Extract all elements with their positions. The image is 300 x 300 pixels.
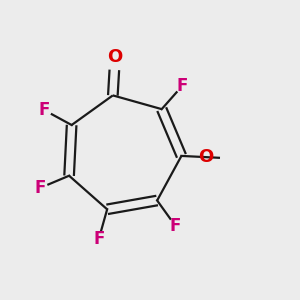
Text: O: O	[107, 48, 122, 66]
Text: F: F	[169, 217, 181, 235]
Text: F: F	[35, 179, 46, 197]
Text: F: F	[39, 101, 50, 119]
Text: O: O	[198, 148, 214, 166]
Text: F: F	[93, 230, 104, 248]
Text: F: F	[176, 77, 188, 95]
